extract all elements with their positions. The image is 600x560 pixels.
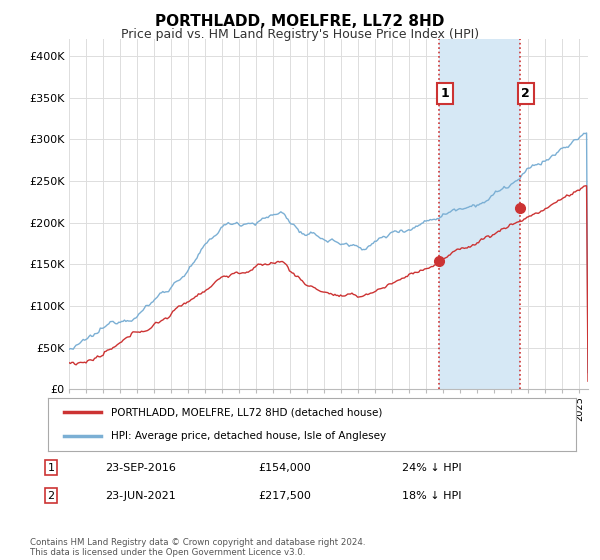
Text: Price paid vs. HM Land Registry's House Price Index (HPI): Price paid vs. HM Land Registry's House … [121, 28, 479, 41]
Text: HPI: Average price, detached house, Isle of Anglesey: HPI: Average price, detached house, Isle… [112, 431, 386, 441]
Text: PORTHLADD, MOELFRE, LL72 8HD: PORTHLADD, MOELFRE, LL72 8HD [155, 14, 445, 29]
Text: Contains HM Land Registry data © Crown copyright and database right 2024.
This d: Contains HM Land Registry data © Crown c… [30, 538, 365, 557]
Bar [439, 39, 520, 389]
Text: 18% ↓ HPI: 18% ↓ HPI [402, 491, 461, 501]
Text: 24% ↓ HPI: 24% ↓ HPI [402, 463, 461, 473]
Text: £217,500: £217,500 [258, 491, 311, 501]
Text: 2: 2 [47, 491, 55, 501]
Text: 2: 2 [521, 87, 530, 100]
Text: PORTHLADD, MOELFRE, LL72 8HD (detached house): PORTHLADD, MOELFRE, LL72 8HD (detached h… [112, 408, 383, 418]
Text: 23-SEP-2016: 23-SEP-2016 [105, 463, 176, 473]
Text: 1: 1 [47, 463, 55, 473]
Text: 23-JUN-2021: 23-JUN-2021 [105, 491, 176, 501]
Text: £154,000: £154,000 [258, 463, 311, 473]
Text: 1: 1 [440, 87, 449, 100]
